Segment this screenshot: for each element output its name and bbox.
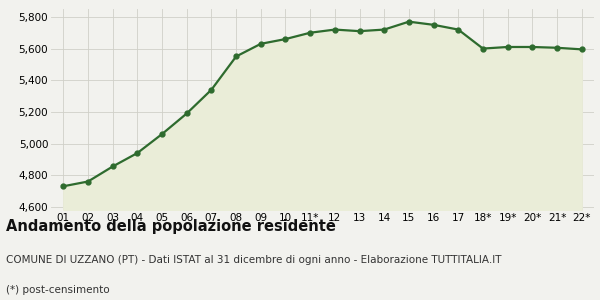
Text: Andamento della popolazione residente: Andamento della popolazione residente: [6, 219, 336, 234]
Text: (*) post-censimento: (*) post-censimento: [6, 285, 110, 295]
Text: COMUNE DI UZZANO (PT) - Dati ISTAT al 31 dicembre di ogni anno - Elaborazione TU: COMUNE DI UZZANO (PT) - Dati ISTAT al 31…: [6, 255, 502, 265]
